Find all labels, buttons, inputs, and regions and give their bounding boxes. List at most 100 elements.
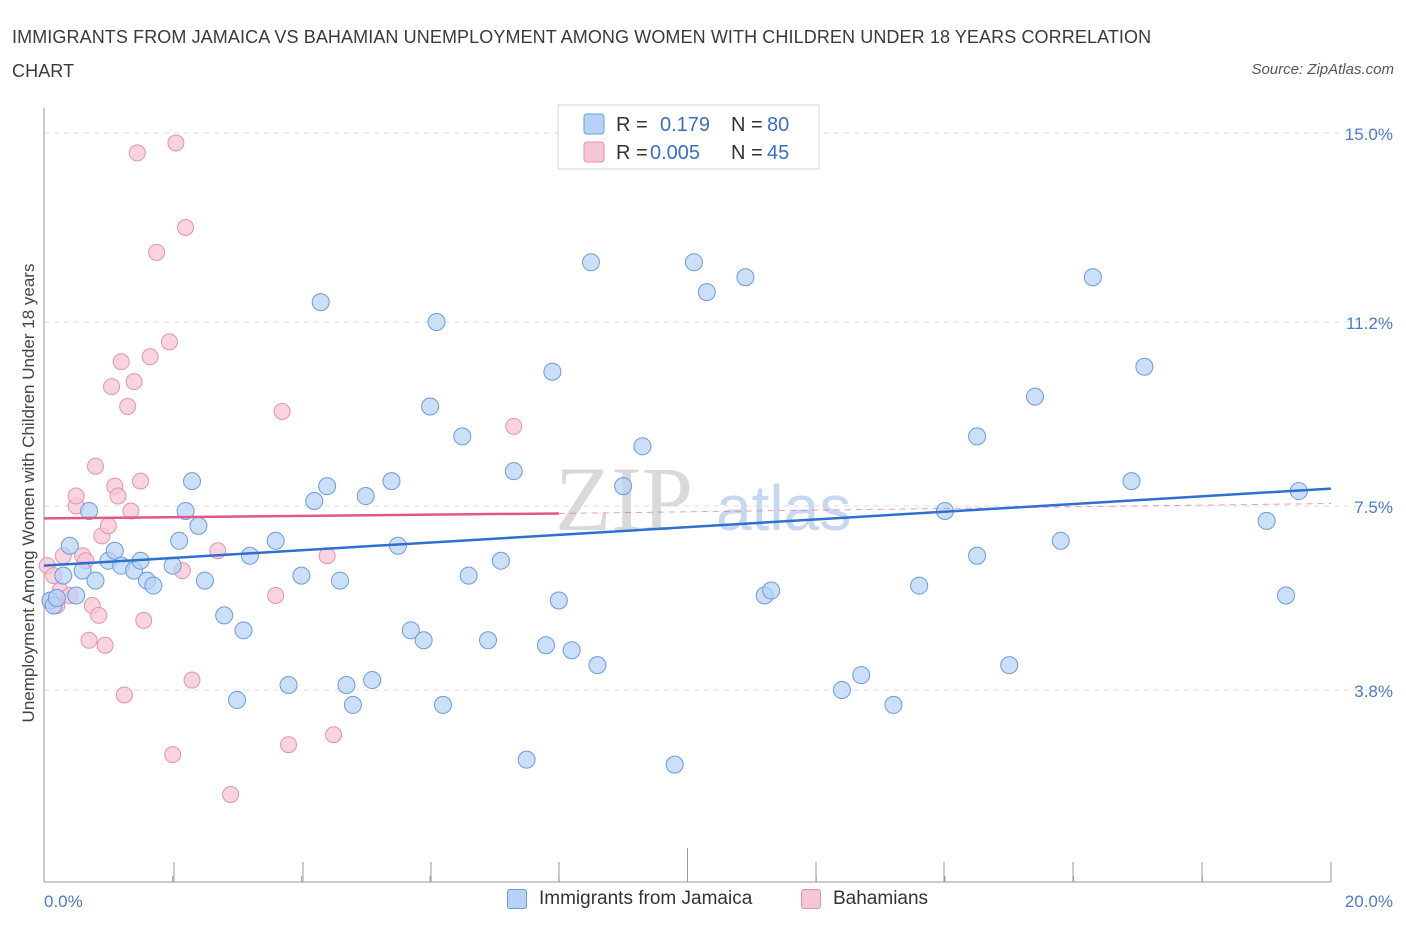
bahamians-point-29: [141, 348, 159, 366]
jamaica-point-40: [414, 631, 433, 650]
legend-item-bahamians[interactable]: Bahamians: [801, 888, 928, 910]
jamaica-point-21: [195, 571, 214, 590]
jamaica-point-77: [1257, 511, 1276, 530]
jamaica-point-63: [762, 581, 781, 600]
legend-r-value-jamaica: 0.179: [660, 114, 710, 136]
legend-n-label-bahamians: N =: [731, 142, 763, 164]
bahamians-point-21: [112, 353, 130, 371]
jamaica-point-73: [1051, 531, 1070, 550]
jamaica-point-26: [279, 676, 298, 695]
jamaica-point-49: [517, 750, 536, 769]
bahamians-point-34: [177, 218, 195, 236]
bahamians-trend-line: [43, 512, 559, 520]
source-label: Source: ZipAtlas.com: [1251, 61, 1394, 78]
bahamians-point-30: [148, 243, 166, 261]
legend-swatch-bahamians: [583, 141, 605, 163]
jamaica-point-37: [382, 472, 401, 491]
series-legend: Immigrants from Jamaica Bahamians: [0, 888, 1406, 918]
bahamians-point-43: [164, 746, 182, 764]
legend-label-bahamians: Bahamians: [833, 888, 929, 909]
jamaica-point-41: [421, 397, 440, 416]
legend-item-jamaica[interactable]: Immigrants from Jamaica: [507, 888, 752, 910]
bahamians-point-27: [132, 472, 150, 490]
jamaica-point-61: [736, 268, 755, 287]
bahamians-point-31: [160, 333, 178, 351]
jamaica-point-39: [401, 621, 420, 640]
jamaica-point-16: [163, 556, 182, 575]
jamaica-point-78: [1276, 586, 1295, 605]
bahamians-point-25: [125, 373, 143, 391]
jamaica-point-56: [614, 477, 633, 496]
jamaica-point-22: [215, 606, 234, 625]
jamaica-point-46: [479, 631, 498, 650]
bahamians-point-42: [325, 726, 343, 744]
bahamians-point-18: [103, 378, 121, 396]
bahamians-point-11: [80, 631, 98, 649]
jamaica-point-30: [311, 293, 330, 312]
jamaica-point-23: [228, 690, 247, 709]
legend-swatch-jamaica: [583, 113, 605, 135]
jamaica-point-10: [105, 541, 124, 560]
jamaica-point-58: [665, 755, 684, 774]
axes: [43, 108, 1332, 883]
jamaica-point-32: [331, 571, 350, 590]
jamaica-point-35: [356, 487, 375, 506]
chart-title: IMMIGRANTS FROM JAMAICA VS BAHAMIAN UNEM…: [12, 27, 1152, 81]
x-tick-label-start: 0.0%: [44, 892, 83, 911]
bahamians-point-38: [267, 587, 285, 605]
jamaica-point-24: [234, 621, 253, 640]
bahamians-point-44: [505, 417, 523, 435]
jamaica-point-70: [968, 427, 987, 446]
legend-swatch-jamaica-bottom: [507, 889, 527, 909]
jamaica-point-50: [536, 636, 555, 655]
legend-n-label-jamaica: N =: [731, 114, 763, 136]
jamaica-point-60: [697, 283, 716, 302]
legend-n-value-jamaica: 80: [767, 114, 789, 136]
watermark-atlas: atlas: [716, 472, 851, 544]
bahamians-point-26: [128, 144, 146, 162]
jamaica-point-43: [433, 695, 452, 714]
y-tick-label-0: 3.8%: [1354, 682, 1393, 701]
y-tick-label-1: 7.5%: [1354, 498, 1393, 517]
jamaica-point-45: [459, 566, 478, 585]
jamaica-point-25: [240, 546, 259, 565]
bahamians-point-14: [90, 606, 108, 624]
jamaica-point-72: [1025, 387, 1044, 406]
jamaica-point-55: [588, 656, 607, 675]
jamaica-point-17: [170, 531, 189, 550]
bahamians-point-17: [99, 517, 117, 535]
bahamians-point-13: [86, 457, 104, 475]
jamaica-point-18: [183, 472, 202, 491]
jamaica-point-3: [54, 566, 73, 585]
jamaica-point-33: [337, 676, 356, 695]
jamaica-point-54: [581, 253, 600, 272]
jamaica-point-74: [1083, 268, 1102, 287]
jamaica-points: [41, 253, 1308, 774]
grid-lines: [44, 132, 1393, 691]
jamaica-point-65: [852, 666, 871, 685]
jamaica-point-4: [60, 536, 79, 555]
bahamians-point-39: [273, 403, 291, 420]
jamaica-point-42: [427, 312, 446, 331]
jamaica-point-48: [504, 462, 523, 481]
jamaica-point-53: [562, 641, 581, 660]
bahamians-point-37: [222, 785, 240, 803]
bahamians-point-28: [135, 611, 153, 629]
jamaica-trend-line: [43, 487, 1332, 567]
jamaica-point-44: [453, 427, 472, 446]
jamaica-point-29: [305, 492, 324, 511]
jamaica-point-36: [363, 671, 382, 690]
legend-r-label-jamaica: R =: [616, 114, 648, 136]
jamaica-point-52: [549, 591, 568, 610]
y-tick-labels: 3.8% 7.5% 11.2% 15.0%: [1345, 125, 1393, 701]
bahamians-point-24: [122, 502, 140, 520]
jamaica-point-75: [1122, 472, 1141, 491]
jamaica-point-69: [968, 546, 987, 565]
jamaica-point-28: [292, 566, 311, 585]
jamaica-point-34: [343, 695, 362, 714]
bahamians-point-23: [119, 398, 137, 416]
legend-r-value-bahamians: 0.005: [650, 142, 700, 164]
y-tick-label-3: 15.0%: [1345, 125, 1393, 144]
y-tick-label-2: 11.2%: [1346, 314, 1393, 333]
